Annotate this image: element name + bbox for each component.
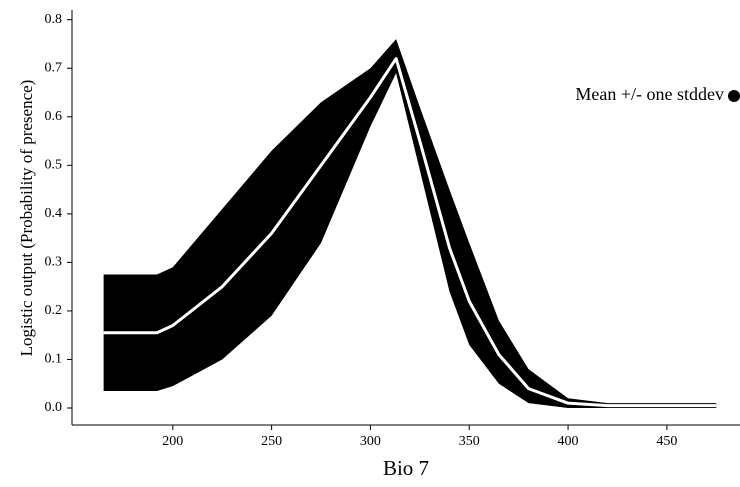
y-tick-label: 0.6 bbox=[45, 109, 63, 124]
x-tick-label: 200 bbox=[162, 434, 183, 449]
x-tick-label: 250 bbox=[261, 434, 282, 449]
y-tick-label: 0.5 bbox=[45, 158, 63, 173]
legend-label: Mean +/- one stddev bbox=[575, 84, 724, 104]
stddev-band bbox=[103, 39, 717, 409]
x-tick-label: 400 bbox=[558, 434, 579, 449]
y-tick-label: 0.0 bbox=[45, 400, 63, 415]
y-tick-label: 0.2 bbox=[45, 303, 63, 318]
y-tick-label: 0.4 bbox=[45, 206, 63, 221]
y-tick-label: 0.3 bbox=[45, 255, 63, 270]
y-tick-label: 0.8 bbox=[45, 12, 63, 27]
y-tick-label: 0.7 bbox=[45, 60, 63, 75]
x-tick-label: 450 bbox=[656, 434, 677, 449]
x-tick-label: 300 bbox=[360, 434, 381, 449]
mean-line bbox=[103, 57, 717, 408]
legend-marker bbox=[728, 90, 740, 102]
y-axis-label: Logistic output (Probability of presence… bbox=[17, 80, 36, 357]
y-tick-label: 0.1 bbox=[45, 352, 63, 367]
x-axis-label: Bio 7 bbox=[383, 456, 429, 480]
x-tick-label: 350 bbox=[459, 434, 480, 449]
